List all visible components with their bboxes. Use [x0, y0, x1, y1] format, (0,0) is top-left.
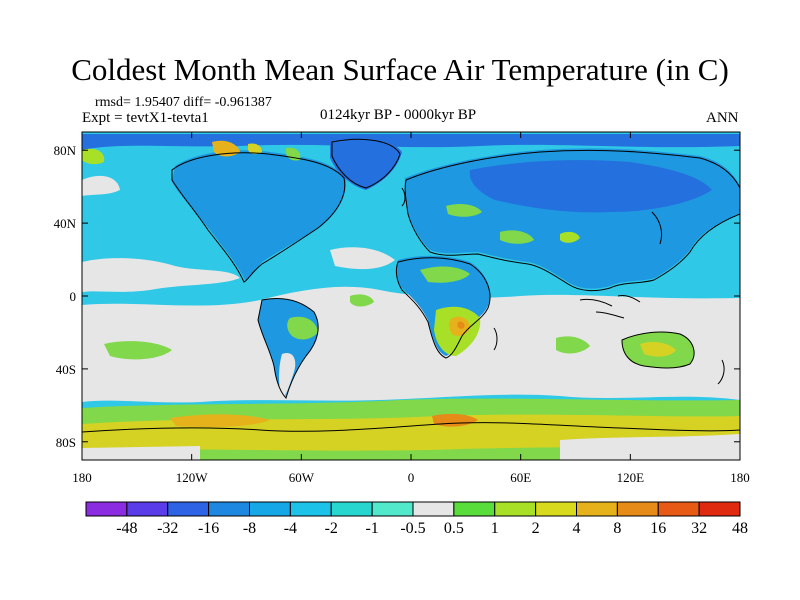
neutral-region-tropics [82, 286, 740, 403]
colorbar-swatch [208, 501, 250, 517]
colorbar-swatch [698, 501, 741, 517]
colorbar-label: 2 [532, 520, 540, 537]
colorbar-swatch [576, 501, 618, 517]
colorbar-swatch [371, 501, 414, 517]
neutral-region-antarctic-east [560, 434, 740, 460]
warm-patch-south-indian [556, 336, 590, 354]
colorbar-swatch [616, 501, 659, 517]
colorbar-swatch [249, 501, 291, 517]
colorbar-swatch [412, 501, 455, 517]
warm-band-antarctic-hot [170, 414, 270, 428]
colorbar-swatch [289, 501, 332, 517]
neutral-region-north-pacific [82, 258, 240, 292]
experiment-text: Expt = tevtX1-tevta1 [82, 110, 209, 126]
coastline-south-america [257, 298, 319, 399]
coastline-uk [401, 187, 406, 207]
colorbar-swatch [535, 501, 577, 517]
plot-title: Coldest Month Mean Surface Air Temperatu… [71, 52, 729, 87]
coastline-new-zealand [717, 359, 725, 385]
coastline-north-america [171, 152, 346, 283]
colorbar-label: -1 [365, 520, 378, 537]
land-africa [396, 255, 490, 356]
colorbar-label: 16 [650, 520, 666, 537]
warm-patch-arctic-east [248, 143, 262, 155]
warm-patch-sahara [420, 266, 470, 283]
colorbar-label: -4 [284, 520, 297, 537]
colorbar-swatch [494, 501, 537, 517]
latitude-axis: 80N 40N 0 40S 80S [54, 143, 740, 450]
land-north-america [172, 150, 346, 280]
longitude-axis: 180 120W 60W 0 60E 120E 180 [72, 132, 750, 485]
colorbar-label: -16 [198, 520, 219, 537]
colorbar-label: -2 [325, 520, 338, 537]
lon-tick-label: 60W [289, 470, 315, 485]
lat-tick-label: 40N [54, 216, 77, 231]
warm-patch-central-asia [446, 204, 482, 217]
colorbar-swatch [126, 501, 169, 517]
colorbar-swatch [85, 501, 128, 517]
warm-hotspot-southern-africa [457, 321, 465, 329]
cold-core-arctic [82, 134, 740, 150]
cold-core-siberia [469, 160, 712, 213]
coastline-madagascar [493, 327, 498, 351]
lat-tick-label: 40S [56, 362, 76, 377]
lon-tick-label: 60E [510, 470, 531, 485]
stats-text: rmsd= 1.95407 diff= -0.961387 [95, 95, 272, 110]
neutral-region-north-atlantic [330, 247, 395, 270]
neutral-region-antarctic-west [82, 446, 200, 460]
colorbar-label: 4 [573, 520, 581, 537]
colorbar-label: 8 [613, 520, 621, 537]
map-field [82, 132, 740, 460]
colorbar-swatch [330, 501, 373, 517]
warm-core-australia [640, 342, 676, 357]
colorbar-label: 48 [732, 520, 748, 537]
colorbar-swatch [167, 501, 210, 517]
colorbar-label: -32 [157, 520, 178, 537]
coastlines [82, 138, 740, 433]
colorbar: -48 -32 -16 -8 -4 -2 -1 -0.5 0.5 1 2 4 8 16 32 48 [85, 501, 748, 537]
warm-patch-south-america [287, 316, 318, 340]
lat-tick-label: 80S [56, 435, 76, 450]
lon-tick-label: 0 [408, 470, 415, 485]
colorbar-label: 1 [491, 520, 499, 537]
colorbar-label: -0.5 [400, 520, 425, 537]
coastline-eurasia [404, 149, 740, 292]
lon-tick-label: 120W [176, 470, 209, 485]
coastline-antarctica [82, 422, 740, 433]
lon-tick-label: 180 [72, 470, 92, 485]
coastline-greenland [331, 138, 401, 189]
lat-tick-label: 0 [70, 289, 77, 304]
warm-patch-bering [82, 148, 105, 165]
colorbar-label: -48 [116, 520, 137, 537]
colorbar-swatch [657, 501, 700, 517]
coastline-indonesia [579, 295, 641, 319]
season-text: ANN [706, 110, 739, 126]
lon-tick-label: 180 [730, 470, 750, 485]
period-text: 0124kyr BP - 0000kyr BP [320, 107, 477, 123]
warm-patch-atlantic [350, 294, 374, 307]
neutral-region-arctic-sea [82, 175, 120, 196]
coastline-africa [395, 257, 491, 359]
colorbar-label: 0.5 [444, 520, 464, 537]
warm-patch-south-pacific [104, 341, 172, 360]
colorbar-label: 32 [691, 520, 707, 537]
colorbar-swatch [453, 501, 496, 517]
lon-tick-label: 120E [617, 470, 645, 485]
warm-patch-west-asia [500, 230, 534, 244]
lat-tick-label: 80N [54, 143, 77, 158]
warm-patch-tibet [560, 231, 580, 243]
land-south-america-south [279, 352, 296, 400]
colorbar-label: -8 [243, 520, 256, 537]
coastline-australia [621, 331, 695, 369]
coastline-japan [651, 211, 663, 245]
